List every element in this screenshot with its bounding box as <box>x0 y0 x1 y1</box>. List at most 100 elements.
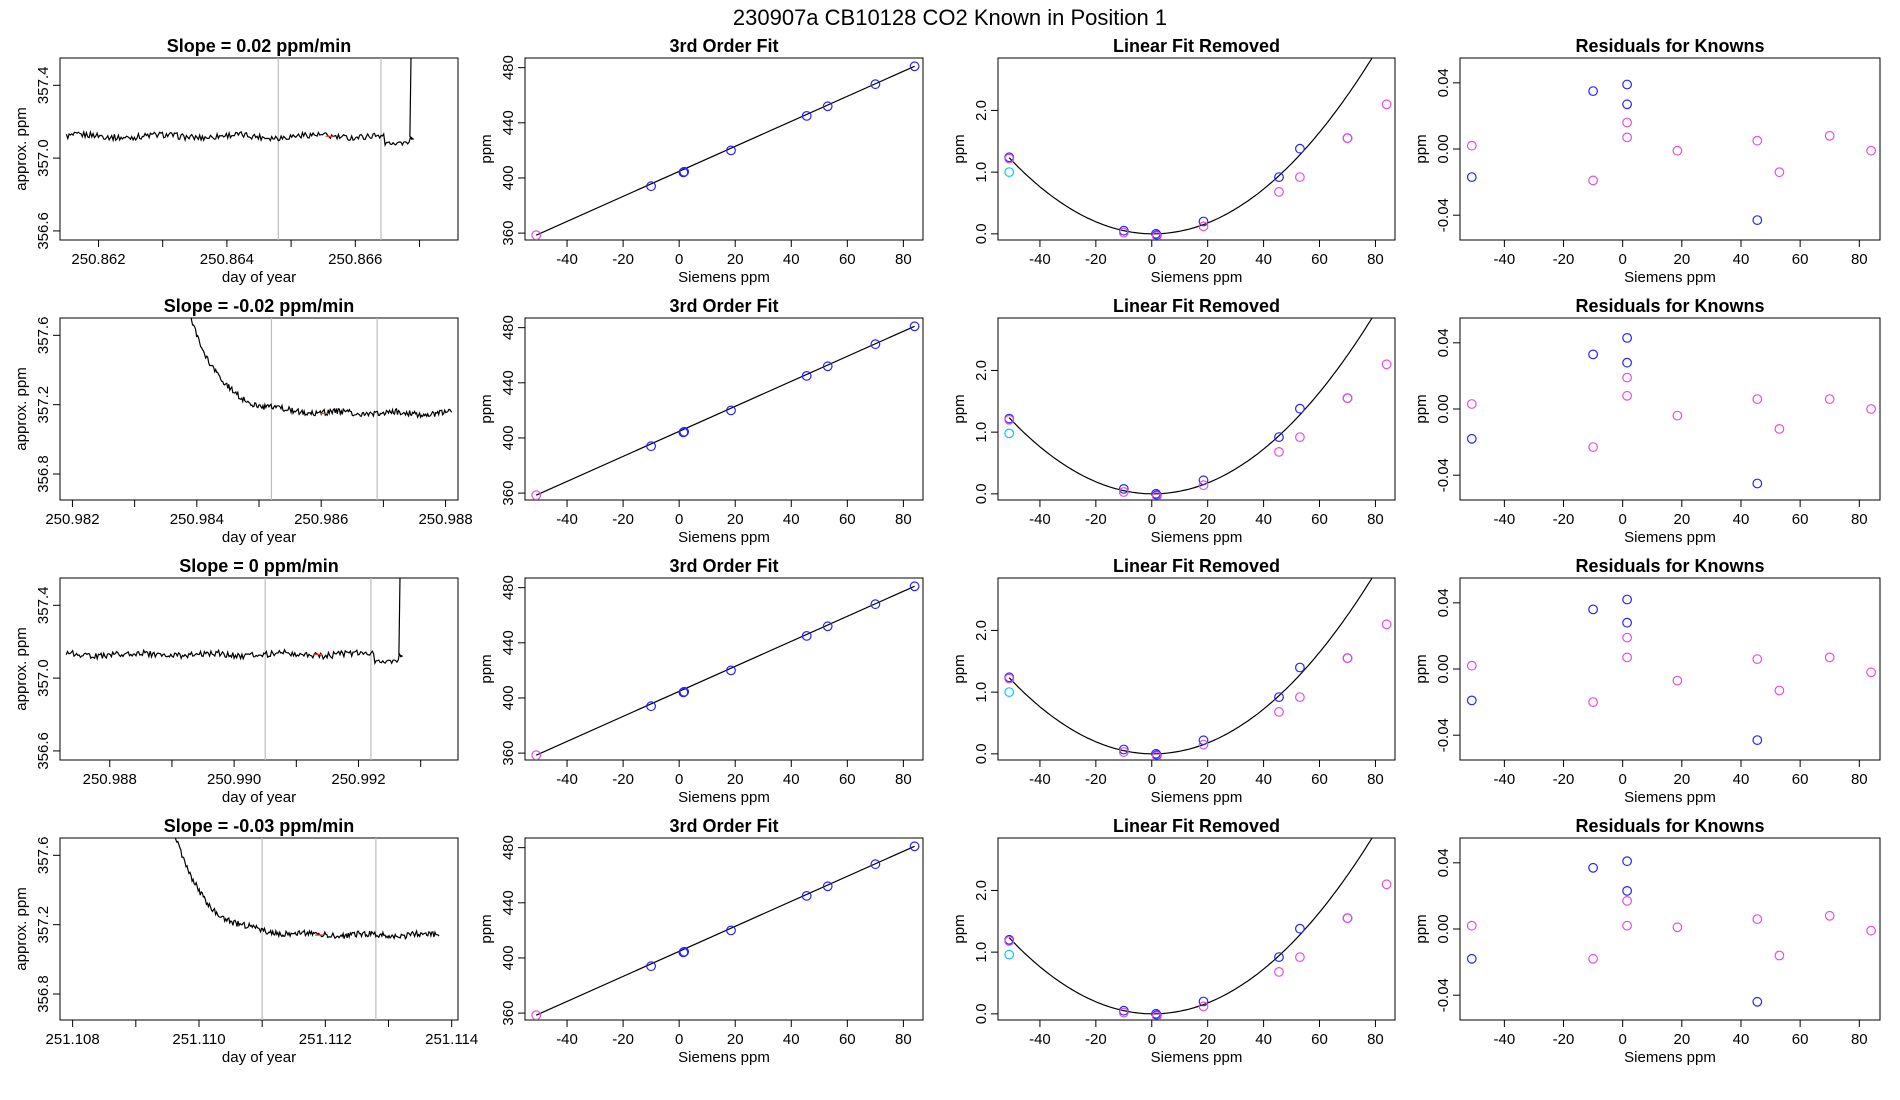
y-axis-label: approx. ppm <box>13 887 30 970</box>
plot-frame <box>997 317 1396 501</box>
y-tick-label: 356.6 <box>35 212 52 250</box>
data-point <box>1622 856 1632 867</box>
y-tick-label: 2.0 <box>973 880 990 901</box>
y-tick-label: 356.8 <box>35 975 52 1013</box>
plot-area <box>65 578 404 760</box>
plot-area <box>65 58 415 240</box>
data-point <box>822 621 833 632</box>
x-tick-label: 0 <box>675 511 683 528</box>
data-point <box>1588 175 1598 186</box>
data-point <box>1824 394 1835 405</box>
y-tick-label: 1.0 <box>973 162 990 183</box>
x-tick-label: 250.988 <box>418 511 472 528</box>
data-point <box>1588 697 1598 707</box>
data-point <box>1466 953 1477 964</box>
data-point <box>1118 484 1129 494</box>
x-axis-label: day of year <box>222 789 296 806</box>
y-tick-label: -0.04 <box>1435 458 1452 492</box>
x-tick-label: -20 <box>1085 771 1107 788</box>
data-point <box>1824 652 1835 663</box>
data-point <box>1381 879 1392 890</box>
panel-title: Residuals for Knowns <box>1575 36 1764 56</box>
data-point <box>1294 403 1305 414</box>
y-tick-label: 400 <box>500 425 517 450</box>
y-axis-label: approx. ppm <box>13 367 30 450</box>
data-point <box>1622 79 1632 90</box>
data-point <box>531 1010 542 1020</box>
x-tick-label: 60 <box>839 1031 856 1048</box>
data-point <box>679 166 690 177</box>
y-axis-label: approx. ppm <box>13 107 30 190</box>
data-point <box>1622 357 1632 368</box>
data-point <box>646 961 656 972</box>
y-axis-label: ppm <box>951 394 968 423</box>
plot-area <box>531 61 920 240</box>
panel-r2c4: Residuals for Knowns -40 -20 0 20 40 60 80 -0.04… <box>1413 296 1881 546</box>
data-point <box>531 750 542 760</box>
panel-title: 3rd Order Fit <box>669 296 778 316</box>
plot-frame <box>59 837 459 1021</box>
x-tick-label: 60 <box>1311 1031 1328 1048</box>
x-tick-label: 250.862 <box>71 251 125 268</box>
y-tick-label: 357.6 <box>35 837 52 875</box>
x-tick-label: 0 <box>1619 251 1627 268</box>
x-tick-label: 20 <box>727 251 744 268</box>
x-tick-label: -20 <box>1553 511 1575 528</box>
panel-r1c3: Linear Fit Removed -40 -20 0 20 40 60 80 0.0 1.0 2… <box>951 36 1396 286</box>
x-axis-label: Siemens ppm <box>1151 789 1243 806</box>
data-point <box>1622 99 1632 110</box>
y-tick-label: 440 <box>500 890 517 915</box>
data-point <box>801 371 812 381</box>
plot-frame <box>1459 577 1881 761</box>
x-tick-label: 20 <box>1199 251 1216 268</box>
data-point <box>1198 480 1209 491</box>
y-tick-label: -0.04 <box>1435 718 1452 752</box>
y-axis-label: approx. ppm <box>13 627 30 710</box>
data-point <box>726 665 736 676</box>
x-tick-label: -20 <box>1085 251 1107 268</box>
data-point <box>1118 1007 1129 1018</box>
panel-r3c3: Linear Fit Removed -40 -20 0 20 40 60 80 0.0 1.0 2… <box>951 556 1396 806</box>
x-tick-label: 80 <box>895 251 912 268</box>
x-axis-label: Siemens ppm <box>678 529 770 546</box>
data-point <box>1274 447 1284 457</box>
plot-frame <box>524 577 924 761</box>
data-point <box>1672 922 1683 933</box>
data-point <box>1622 652 1632 663</box>
data-point <box>1752 478 1763 489</box>
plot-area <box>1004 838 1392 1020</box>
y-tick-label: 357.0 <box>35 139 52 177</box>
x-tick-label: 60 <box>839 511 856 528</box>
x-axis-label: Siemens ppm <box>1624 529 1716 546</box>
x-tick-label: 60 <box>839 771 856 788</box>
data-point <box>1672 145 1683 156</box>
y-tick-label: 0.04 <box>1435 68 1452 97</box>
y-axis-label: ppm <box>478 134 495 163</box>
y-tick-label: 0.0 <box>973 483 990 504</box>
data-point <box>870 599 881 610</box>
x-tick-label: 80 <box>1851 771 1868 788</box>
plot-area <box>1004 58 1392 240</box>
y-tick-label: 0.04 <box>1435 328 1452 357</box>
y-tick-label: 2.0 <box>973 360 990 381</box>
data-point <box>1466 433 1477 444</box>
y-tick-label: 357.4 <box>35 587 52 625</box>
data-point <box>679 686 690 697</box>
data-point <box>1151 1011 1162 1020</box>
y-tick-label: 440 <box>500 630 517 655</box>
y-tick-label: 2.0 <box>973 100 990 121</box>
panel-title: Residuals for Knowns <box>1575 296 1764 316</box>
data-point <box>1294 662 1305 673</box>
plot-frame <box>59 577 459 761</box>
data-point <box>1274 692 1284 702</box>
data-point <box>1342 913 1353 924</box>
data-point <box>1622 117 1632 128</box>
data-point <box>1004 687 1015 697</box>
data-point <box>1622 132 1632 143</box>
y-axis-label: ppm <box>951 134 968 163</box>
plot-frame <box>524 317 924 501</box>
x-tick-label: 251.114 <box>425 1031 478 1048</box>
x-tick-label: 20 <box>727 771 744 788</box>
data-point <box>1294 143 1305 154</box>
